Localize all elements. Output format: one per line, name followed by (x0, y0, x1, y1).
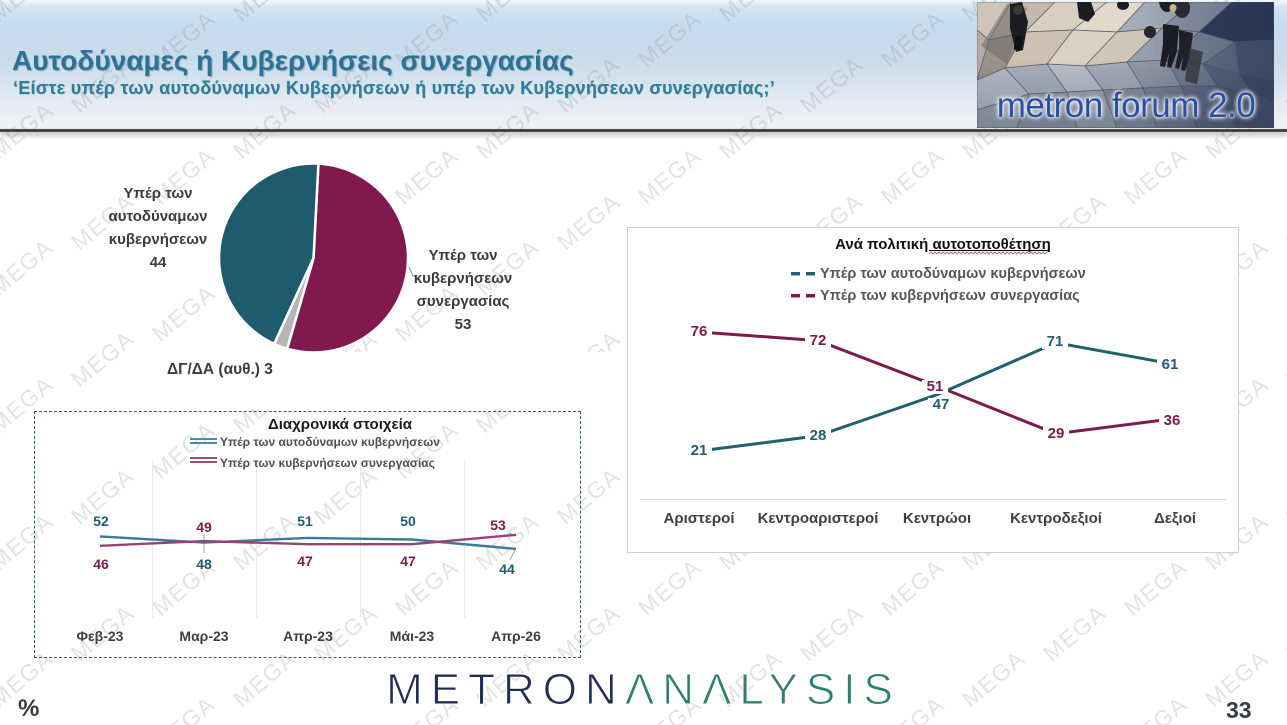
svg-text:metron forum 2.0: metron forum 2.0 (997, 86, 1256, 125)
